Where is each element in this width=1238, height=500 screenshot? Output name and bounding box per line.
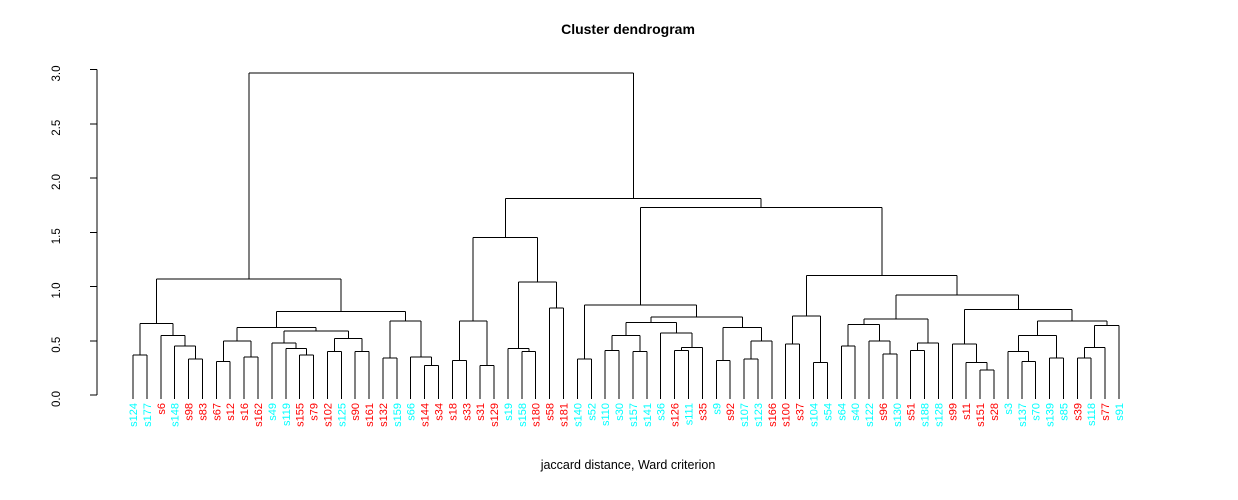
svg-text:s162: s162	[253, 403, 265, 427]
svg-text:s33: s33	[461, 403, 473, 421]
svg-text:s148: s148	[170, 403, 182, 427]
svg-text:s49: s49	[267, 403, 279, 421]
svg-text:s6: s6	[156, 403, 168, 415]
svg-text:s52: s52	[586, 403, 598, 421]
svg-text:s122: s122	[864, 403, 876, 427]
svg-text:s104: s104	[808, 403, 820, 427]
svg-text:s180: s180	[531, 403, 543, 427]
svg-text:s123: s123	[753, 403, 765, 427]
svg-text:s19: s19	[503, 403, 515, 421]
svg-text:1.0: 1.0	[51, 283, 63, 299]
svg-text:s39: s39	[1072, 403, 1084, 421]
dendrogram-tree-lines	[132, 72, 1120, 399]
svg-text:s58: s58	[545, 403, 557, 421]
svg-text:s83: s83	[197, 403, 209, 421]
svg-text:s35: s35	[697, 403, 709, 421]
svg-text:s98: s98	[184, 403, 196, 421]
svg-text:s16: s16	[239, 403, 251, 421]
svg-text:s124: s124	[128, 403, 140, 427]
svg-text:s3: s3	[1003, 403, 1015, 415]
svg-text:2.0: 2.0	[51, 174, 63, 190]
svg-text:s70: s70	[1031, 403, 1043, 421]
svg-text:s119: s119	[281, 403, 293, 426]
svg-text:s12: s12	[225, 403, 237, 421]
svg-text:s125: s125	[336, 403, 348, 427]
svg-text:s188: s188	[920, 403, 932, 427]
svg-text:s85: s85	[1058, 403, 1070, 421]
chart-subtitle: jaccard distance, Ward criterion	[540, 458, 716, 472]
svg-text:s99: s99	[947, 403, 959, 421]
y-axis: 0.0 0.5 1.0 1.5 2.0 2.5 3.0	[51, 66, 98, 407]
svg-text:s111: s111	[683, 403, 695, 425]
svg-text:s30: s30	[614, 403, 626, 421]
svg-text:s151: s151	[975, 403, 987, 427]
svg-text:s79: s79	[309, 403, 321, 421]
svg-text:s18: s18	[447, 403, 459, 421]
svg-text:s92: s92	[725, 403, 737, 421]
chart-title: Cluster dendrogram	[561, 21, 695, 37]
svg-text:s155: s155	[295, 403, 307, 427]
svg-text:s90: s90	[350, 403, 362, 421]
svg-text:s166: s166	[767, 403, 779, 427]
svg-text:s141: s141	[642, 403, 654, 427]
svg-text:s110: s110	[600, 403, 612, 426]
svg-text:2.5: 2.5	[51, 120, 63, 136]
svg-text:s157: s157	[628, 403, 640, 427]
svg-text:s107: s107	[739, 403, 751, 427]
svg-text:s91: s91	[1114, 403, 1126, 421]
svg-text:0.0: 0.0	[51, 391, 63, 407]
svg-text:s36: s36	[656, 403, 668, 421]
svg-text:s137: s137	[1017, 403, 1029, 427]
svg-text:s54: s54	[822, 403, 834, 421]
svg-text:s34: s34	[434, 403, 446, 421]
svg-text:s67: s67	[211, 403, 223, 421]
svg-text:s129: s129	[489, 403, 501, 427]
svg-text:s128: s128	[933, 403, 945, 427]
svg-text:s9: s9	[711, 403, 723, 415]
svg-text:s77: s77	[1100, 403, 1112, 421]
svg-text:0.5: 0.5	[51, 337, 63, 353]
svg-text:s100: s100	[781, 403, 793, 427]
svg-text:s40: s40	[850, 403, 862, 421]
svg-text:s132: s132	[378, 403, 390, 427]
svg-text:s177: s177	[142, 403, 154, 427]
svg-text:s102: s102	[322, 403, 334, 427]
svg-text:s126: s126	[670, 403, 682, 427]
svg-text:s28: s28	[989, 403, 1001, 421]
svg-text:s181: s181	[559, 403, 571, 427]
svg-text:s11: s11	[961, 403, 973, 420]
svg-text:3.0: 3.0	[51, 66, 63, 82]
svg-text:s161: s161	[364, 403, 376, 427]
svg-text:s139: s139	[1045, 403, 1057, 427]
svg-text:s96: s96	[878, 403, 890, 421]
svg-text:s64: s64	[836, 403, 848, 421]
svg-text:s37: s37	[795, 403, 807, 421]
svg-text:s159: s159	[392, 403, 404, 427]
svg-text:s51: s51	[906, 403, 918, 421]
svg-text:s140: s140	[572, 403, 584, 427]
svg-text:s130: s130	[892, 403, 904, 427]
svg-text:s158: s158	[517, 403, 529, 427]
leaf-labels: s124 s177 s6 s148 s98 s83 s67 s12 s16 s162 s49 s119…	[128, 403, 1126, 427]
svg-text:s118: s118	[1086, 403, 1098, 426]
svg-text:1.5: 1.5	[51, 228, 63, 244]
svg-text:s31: s31	[475, 403, 487, 421]
svg-text:s66: s66	[406, 403, 418, 421]
svg-text:s144: s144	[420, 403, 432, 427]
